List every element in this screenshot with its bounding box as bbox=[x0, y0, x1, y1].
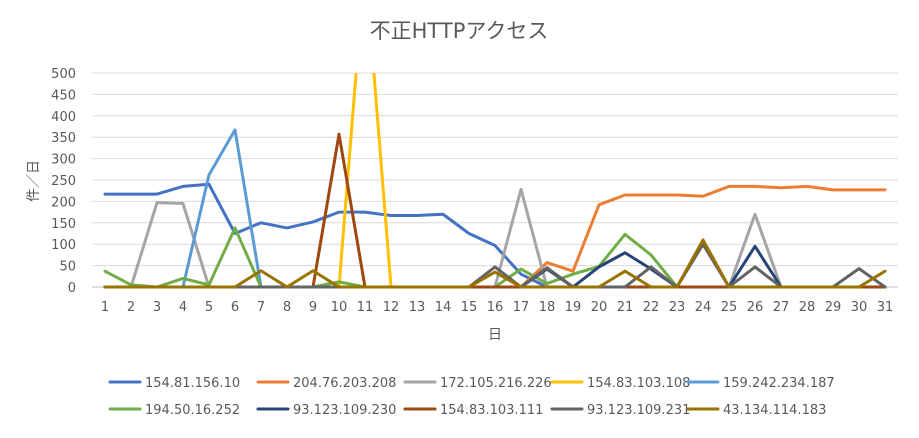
legend: 154.81.156.10 204.76.203.208 172.105.216.2… bbox=[108, 376, 835, 418]
legend-label: 159.242.234.187 bbox=[723, 376, 835, 391]
legend-label: 154.81.156.10 bbox=[145, 376, 240, 391]
y-tick-label: 450 bbox=[51, 88, 76, 103]
x-tick-label: 19 bbox=[565, 300, 582, 315]
y-tick-label: 300 bbox=[51, 153, 76, 168]
x-tick-label: 3 bbox=[153, 300, 161, 315]
y-tick-label: 400 bbox=[51, 110, 76, 125]
legend-label: 154.83.103.111 bbox=[440, 403, 543, 418]
y-tick-label: 50 bbox=[59, 260, 76, 275]
y-tick-label: 100 bbox=[51, 238, 76, 253]
legend-label: 204.76.203.208 bbox=[293, 376, 396, 391]
y-tick-label: 250 bbox=[51, 174, 76, 189]
y-tick-label: 350 bbox=[51, 131, 76, 146]
x-tick-label: 7 bbox=[257, 300, 265, 315]
x-tick-label: 28 bbox=[799, 300, 816, 315]
x-axis-title: 日 bbox=[488, 327, 502, 343]
x-tick-label: 25 bbox=[721, 300, 738, 315]
x-tick-label: 20 bbox=[591, 300, 608, 315]
legend-label: 172.105.216.226 bbox=[440, 376, 552, 391]
legend-item: 154.81.156.10 bbox=[108, 376, 240, 391]
x-tick-label: 18 bbox=[539, 300, 556, 315]
x-tick-label: 31 bbox=[877, 300, 894, 315]
x-tick-labels: 1 2 3 4 5 6 7 8 9 10 11 12 13 14 15 16 17 18 19 20 21 22 23 24 2… bbox=[101, 300, 893, 315]
series-lines bbox=[103, 73, 887, 289]
x-tick-label: 14 bbox=[435, 300, 452, 315]
y-tick-labels: 0 50 100 150 200 250 300 350 400 450 500 bbox=[51, 67, 76, 296]
legend-label: 93.123.109.231 bbox=[587, 403, 690, 418]
x-tick-label: 24 bbox=[695, 300, 712, 315]
x-tick-label: 16 bbox=[487, 300, 504, 315]
x-tick-label: 22 bbox=[643, 300, 660, 315]
y-tick-label: 500 bbox=[51, 67, 76, 82]
legend-item: 43.134.114.183 bbox=[686, 403, 826, 418]
y-axis-title: 件／日 bbox=[26, 160, 42, 202]
x-tick-label: 15 bbox=[461, 300, 478, 315]
legend-item: 204.76.203.208 bbox=[256, 376, 396, 391]
legend-item: 154.83.103.108 bbox=[550, 376, 690, 391]
y-tick-label: 150 bbox=[51, 217, 76, 232]
legend-label: 43.134.114.183 bbox=[723, 403, 826, 418]
legend-item: 93.123.109.230 bbox=[256, 403, 396, 418]
x-tick-label: 1 bbox=[101, 300, 109, 315]
series-line-10 bbox=[103, 238, 887, 289]
x-tick-label: 29 bbox=[825, 300, 842, 315]
x-tick-label: 4 bbox=[179, 300, 187, 315]
x-tick-label: 6 bbox=[231, 300, 239, 315]
x-tick-label: 8 bbox=[283, 300, 291, 315]
y-tick-label: 200 bbox=[51, 195, 76, 210]
x-tick-label: 9 bbox=[309, 300, 317, 315]
x-tick-label: 12 bbox=[383, 300, 400, 315]
x-tick-label: 17 bbox=[513, 300, 530, 315]
x-tick-label: 2 bbox=[127, 300, 135, 315]
x-tick-label: 5 bbox=[205, 300, 213, 315]
x-tick-label: 11 bbox=[357, 300, 374, 315]
legend-label: 154.83.103.108 bbox=[587, 376, 690, 391]
legend-item: 93.123.109.231 bbox=[550, 403, 690, 418]
x-tick-label: 30 bbox=[851, 300, 868, 315]
x-tick-label: 13 bbox=[409, 300, 426, 315]
chart-title: 不正HTTPアクセス bbox=[370, 19, 549, 43]
legend-label: 194.50.16.252 bbox=[145, 403, 240, 418]
legend-item: 154.83.103.111 bbox=[403, 403, 543, 418]
x-tick-label: 10 bbox=[331, 300, 348, 315]
x-tick-label: 21 bbox=[617, 300, 634, 315]
y-tick-label: 0 bbox=[68, 281, 76, 296]
legend-item: 172.105.216.226 bbox=[403, 376, 552, 391]
legend-item: 194.50.16.252 bbox=[108, 403, 240, 418]
x-tick-label: 27 bbox=[773, 300, 790, 315]
gridlines bbox=[92, 72, 898, 288]
x-tick-label: 23 bbox=[669, 300, 686, 315]
legend-item: 159.242.234.187 bbox=[686, 376, 835, 391]
x-tick-label: 26 bbox=[747, 300, 764, 315]
legend-label: 93.123.109.230 bbox=[293, 403, 396, 418]
